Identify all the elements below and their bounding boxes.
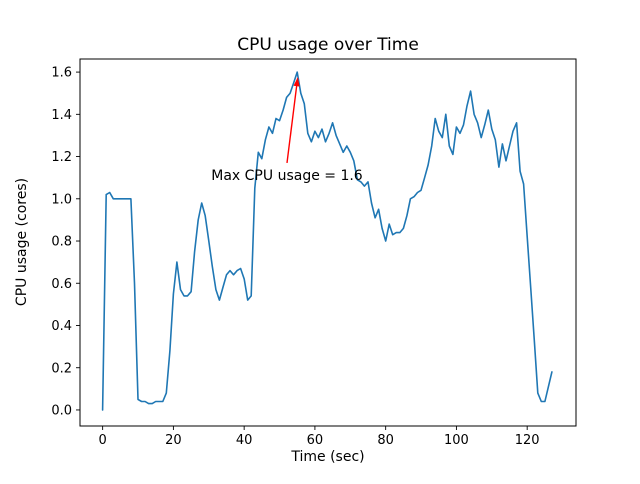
x-tick-label: 120 (515, 433, 540, 448)
y-tick-label: 0.4 (51, 319, 72, 334)
y-tick-label: 1.0 (51, 192, 72, 207)
y-tick-label: 1.2 (51, 150, 72, 165)
x-tick-label: 0 (99, 433, 107, 448)
x-tick-label: 60 (307, 433, 324, 448)
y-axis-label: CPU usage (cores) (14, 178, 30, 306)
plot-border (79, 58, 577, 427)
y-tick-label: 1.4 (51, 108, 72, 123)
cpu-usage-line (101, 71, 553, 411)
y-tick-label: 0.2 (51, 361, 72, 376)
y-tick-label: 0.8 (51, 235, 72, 250)
y-tick-label: 0.6 (51, 277, 72, 292)
y-axis-ticks: 0.0 0.2 0.4 0.6 0.8 1.0 1.2 1.4 1.6 (51, 66, 80, 419)
x-axis-ticks: 0 20 40 60 80 100 120 (99, 426, 540, 448)
annotation-arrow (286, 77, 300, 163)
x-axis-label: Time (sec) (290, 449, 364, 465)
x-tick-label: 80 (377, 433, 394, 448)
y-tick-label: 1.6 (51, 66, 72, 81)
x-tick-label: 100 (444, 433, 469, 448)
y-tick-label: 0.0 (51, 404, 72, 419)
x-tick-label: 20 (165, 433, 182, 448)
x-tick-label: 40 (236, 433, 253, 448)
annotation: Max CPU usage = 1.6 (211, 77, 363, 184)
chart-title: CPU usage over Time (237, 35, 419, 55)
annotation-text: Max CPU usage = 1.6 (211, 168, 363, 184)
